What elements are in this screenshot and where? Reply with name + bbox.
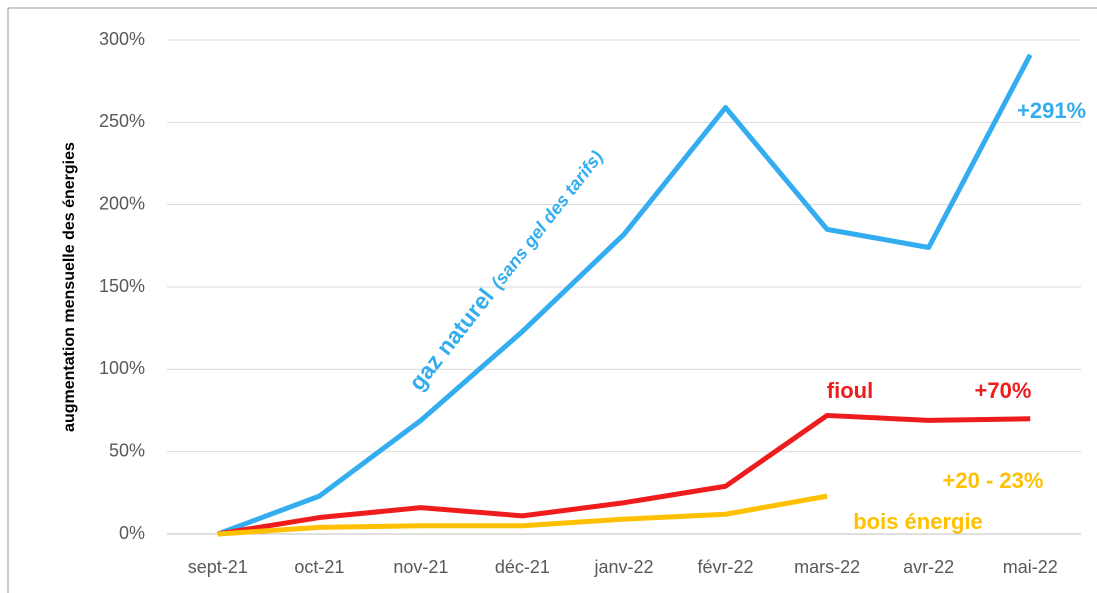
y-tick-label: 0% bbox=[119, 523, 145, 543]
x-tick-label: sept-21 bbox=[188, 557, 248, 577]
x-tick-label: mai-22 bbox=[1003, 557, 1058, 577]
series-name: gaz naturel bbox=[403, 283, 498, 395]
series-line bbox=[217, 493, 828, 537]
x-tick-label: oct-21 bbox=[294, 557, 344, 577]
x-tick-label: nov-21 bbox=[393, 557, 448, 577]
series-line bbox=[216, 53, 1033, 537]
x-tick-label: mars-22 bbox=[794, 557, 860, 577]
series-label: gaz naturel(sans gel des tarifs) bbox=[403, 144, 607, 395]
x-tick-label: févr-22 bbox=[698, 557, 754, 577]
y-tick-label: 100% bbox=[99, 358, 145, 378]
y-tick-label: 200% bbox=[99, 193, 145, 213]
annotation: +20 - 23% bbox=[943, 468, 1044, 493]
x-tick-label: déc-21 bbox=[495, 557, 550, 577]
y-tick-label: 250% bbox=[99, 111, 145, 131]
series-line bbox=[217, 412, 1031, 537]
y-tick-label: 300% bbox=[99, 29, 145, 49]
y-axis-label: augmentation mensuelle des énergies bbox=[61, 142, 78, 432]
x-tick-label: janv-22 bbox=[593, 557, 653, 577]
annotation: +291% bbox=[1017, 98, 1086, 123]
series-label: bois énergie bbox=[853, 509, 983, 534]
y-tick-label: 50% bbox=[109, 440, 145, 460]
annotation: +70% bbox=[975, 378, 1032, 403]
series-label: fioul bbox=[827, 378, 873, 403]
chart-frame bbox=[7, 7, 1097, 593]
y-tick-label: 150% bbox=[99, 276, 145, 296]
x-tick-label: avr-22 bbox=[903, 557, 954, 577]
